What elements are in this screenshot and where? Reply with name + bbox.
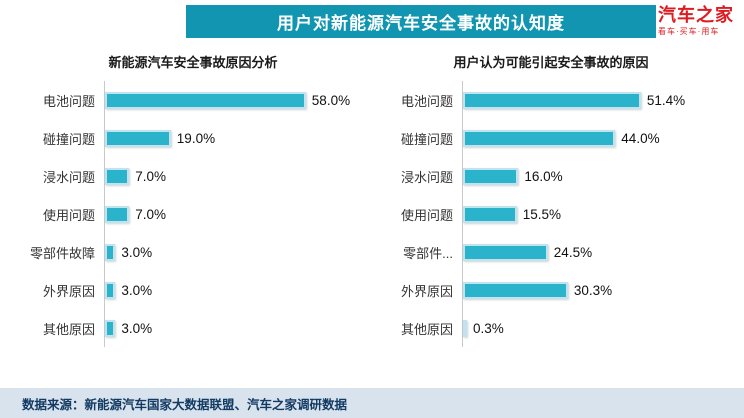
bar bbox=[463, 205, 517, 223]
chart-title: 新能源汽车安全事故原因分析 bbox=[108, 55, 278, 70]
header: 用户对新能源汽车安全事故的认知度 汽车之家 看车·买车·用车 bbox=[0, 0, 744, 46]
bar bbox=[105, 319, 116, 337]
category-label: 浸水问题 bbox=[42, 169, 95, 185]
bar-track: 3.0% bbox=[104, 233, 366, 271]
bar-track: 58.0% bbox=[104, 81, 366, 119]
value-label: 24.5% bbox=[553, 244, 593, 260]
category-label: 其他原因 bbox=[42, 321, 95, 337]
bar-track: 0.3% bbox=[462, 309, 724, 347]
value-label: 19.0% bbox=[176, 130, 216, 146]
category-label: 浸水问题 bbox=[400, 169, 453, 185]
category-label: 零部件... bbox=[403, 245, 453, 261]
bar-track: 7.0% bbox=[104, 157, 366, 195]
category-label: 外界原因 bbox=[42, 283, 95, 299]
category-label: 使用问题 bbox=[42, 207, 95, 223]
bar bbox=[463, 167, 519, 185]
value-label: 0.3% bbox=[473, 320, 504, 336]
footer: 数据来源：新能源汽车国家大数据联盟、汽车之家调研数据 bbox=[0, 388, 744, 418]
category-label: 电池问题 bbox=[400, 93, 453, 109]
bar-row: 其他原因 0.3% bbox=[378, 309, 724, 347]
value-label: 15.5% bbox=[522, 206, 561, 222]
category-label: 其他原因 bbox=[400, 321, 453, 337]
value-label: 30.3% bbox=[573, 282, 613, 298]
bar-row: 浸水问题 7.0% bbox=[20, 157, 366, 195]
bar-track: 24.5% bbox=[462, 233, 724, 271]
bar bbox=[463, 91, 641, 109]
bar bbox=[105, 167, 130, 185]
category-label: 碰撞问题 bbox=[400, 131, 453, 147]
bar-row: 外界原因 30.3% bbox=[378, 271, 724, 309]
category-label: 零部件故障 bbox=[29, 245, 95, 261]
value-label: 3.0% bbox=[121, 244, 153, 260]
category-label: 使用问题 bbox=[400, 207, 453, 223]
bar-track: 3.0% bbox=[104, 309, 366, 347]
bar-track: 51.4% bbox=[462, 81, 724, 119]
chart-user-perceived-causes: 用户认为可能引起安全事故的原因 电池问题 51.4% 碰撞问题 44.0% 浸水问题 16… bbox=[372, 52, 730, 347]
title-banner: 用户对新能源汽车安全事故的认知度 bbox=[186, 5, 656, 38]
data-source-text: 数据来源：新能源汽车国家大数据联盟、汽车之家调研数据 bbox=[22, 397, 348, 412]
bar-track: 7.0% bbox=[104, 195, 366, 233]
bar-row: 浸水问题 16.0% bbox=[378, 157, 724, 195]
bar-track: 44.0% bbox=[462, 119, 724, 157]
chart-title: 用户认为可能引起安全事故的原因 bbox=[453, 55, 649, 70]
bar bbox=[463, 129, 616, 147]
bar-track: 19.0% bbox=[104, 119, 366, 157]
charts-container: 新能源汽车安全事故原因分析 电池问题 58.0% 碰撞问题 19.0% 浸水问题 7.0%… bbox=[0, 46, 744, 347]
value-label: 7.0% bbox=[135, 168, 166, 184]
bar bbox=[105, 205, 130, 223]
category-label: 碰撞问题 bbox=[42, 131, 95, 147]
bar bbox=[105, 91, 306, 109]
value-label: 58.0% bbox=[311, 92, 351, 108]
category-label: 外界原因 bbox=[400, 283, 453, 299]
chart-accident-cause-analysis: 新能源汽车安全事故原因分析 电池问题 58.0% 碰撞问题 19.0% 浸水问题 7.0%… bbox=[14, 52, 372, 347]
bar-track: 30.3% bbox=[462, 271, 724, 309]
bar bbox=[463, 319, 467, 337]
autohome-logo: 汽车之家 看车·买车·用车 bbox=[658, 5, 734, 37]
bar-track: 15.5% bbox=[462, 195, 724, 233]
bar-track: 3.0% bbox=[104, 271, 366, 309]
bar bbox=[105, 129, 171, 147]
bar-track: 16.0% bbox=[462, 157, 724, 195]
bar-row: 使用问题 7.0% bbox=[20, 195, 366, 233]
logo-text: 汽车之家 bbox=[658, 5, 734, 25]
bar-row: 碰撞问题 44.0% bbox=[378, 119, 724, 157]
value-label: 3.0% bbox=[121, 282, 153, 298]
bar-row: 电池问题 58.0% bbox=[20, 81, 366, 119]
value-label: 7.0% bbox=[135, 206, 166, 222]
bar-row: 零部件故障 3.0% bbox=[20, 233, 366, 271]
bar bbox=[463, 281, 568, 299]
bar-row: 使用问题 15.5% bbox=[378, 195, 724, 233]
bar bbox=[105, 281, 116, 299]
bar-row: 碰撞问题 19.0% bbox=[20, 119, 366, 157]
chart-rows: 电池问题 58.0% 碰撞问题 19.0% 浸水问题 7.0% 使用问题 7.0% 零部件故障 3… bbox=[20, 81, 366, 347]
page-title: 用户对新能源汽车安全事故的认知度 bbox=[277, 14, 565, 33]
bar-row: 其他原因 3.0% bbox=[20, 309, 366, 347]
value-label: 3.0% bbox=[121, 320, 153, 336]
bar bbox=[463, 243, 548, 261]
bar-row: 电池问题 51.4% bbox=[378, 81, 724, 119]
chart-rows: 电池问题 51.4% 碰撞问题 44.0% 浸水问题 16.0% 使用问题 15.5% 零部件.… bbox=[378, 81, 724, 347]
logo-tagline: 看车·买车·用车 bbox=[658, 26, 720, 36]
value-label: 44.0% bbox=[621, 130, 660, 146]
bar-row: 外界原因 3.0% bbox=[20, 271, 366, 309]
value-label: 51.4% bbox=[646, 92, 686, 108]
bar-row: 零部件... 24.5% bbox=[378, 233, 724, 271]
category-label: 电池问题 bbox=[42, 93, 95, 109]
bar bbox=[105, 243, 116, 261]
value-label: 16.0% bbox=[524, 168, 563, 184]
